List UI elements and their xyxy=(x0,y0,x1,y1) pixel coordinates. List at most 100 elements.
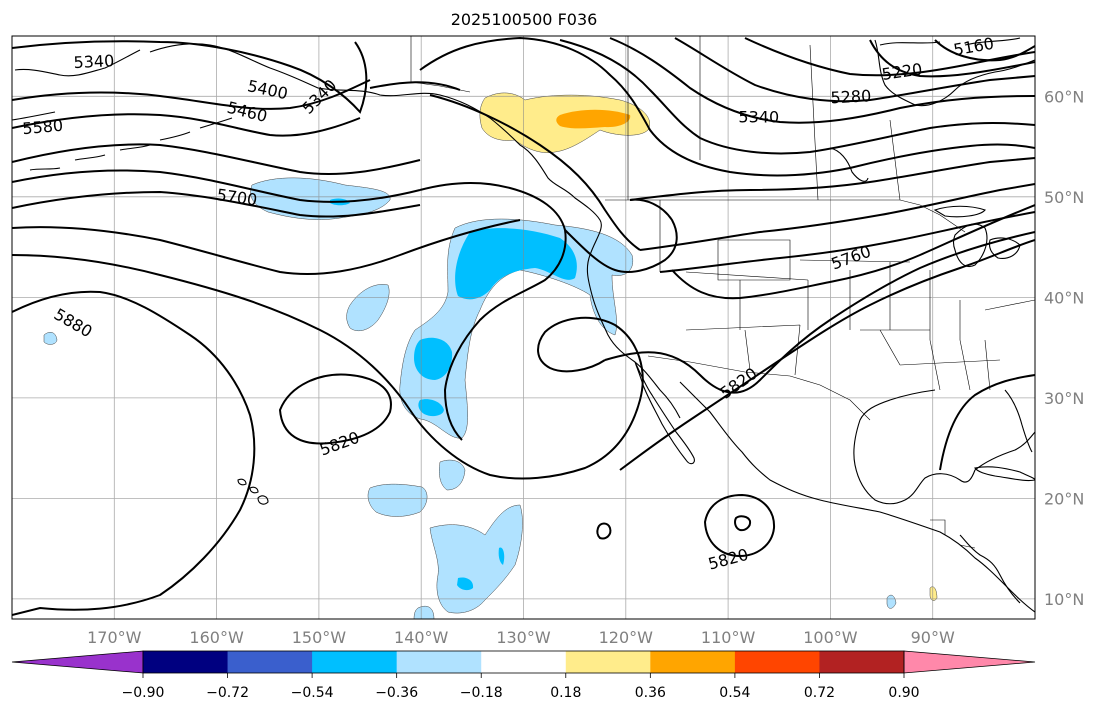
coastline-central-america xyxy=(959,534,1021,604)
colorbar-label: −0.18 xyxy=(460,685,503,701)
shade-negative-light xyxy=(413,605,435,619)
coastline-aleutians xyxy=(29,117,233,171)
colorbar-label: 0.18 xyxy=(550,685,581,701)
shade-positive-light xyxy=(929,586,938,601)
anomaly-shading xyxy=(43,92,938,619)
boundary-us-canada xyxy=(605,199,966,233)
shade-negative-light xyxy=(429,504,523,614)
contour-5820-trough xyxy=(12,254,644,480)
colorbar-label: −0.72 xyxy=(206,685,249,701)
coastline-mexico xyxy=(679,381,1035,613)
contour-5340-north xyxy=(12,40,368,114)
colorbar-segment xyxy=(650,651,736,673)
contour-label-text: 5280 xyxy=(830,86,872,107)
colorbar-label: 0.90 xyxy=(888,685,919,701)
shade-negative-light xyxy=(439,459,466,491)
contour-label-text: 5340 xyxy=(73,51,115,72)
colorbar-extend-high xyxy=(903,650,1036,674)
latitude-label: 20°N xyxy=(1044,489,1084,508)
coastline-florida xyxy=(1004,389,1033,453)
colorbar-label: 0.72 xyxy=(804,685,835,701)
boundary-us-states xyxy=(659,200,1035,391)
longitude-label: 110°W xyxy=(701,628,756,647)
contour-5760-east xyxy=(564,198,678,273)
map-title: 2025100500 F036 xyxy=(451,10,598,29)
longitude-label: 90°W xyxy=(911,628,955,647)
contour-5460 xyxy=(12,113,361,137)
contour-north-7 xyxy=(369,81,461,91)
contour-label: 5340 xyxy=(738,107,779,126)
shade-negative-light xyxy=(346,284,390,331)
contour-north-6 xyxy=(429,94,641,251)
contour-5820-east xyxy=(604,231,1035,394)
latitude-label: 50°N xyxy=(1044,188,1084,207)
longitude-labels: 170°W 160°W 150°W 140°W 130°W 120°W 110°W 100°W… xyxy=(87,628,955,647)
contour-5760-west xyxy=(12,219,521,275)
colorbar-segment xyxy=(396,651,482,673)
colorbar-segment xyxy=(481,651,567,673)
colorbar-extend-low xyxy=(11,650,144,674)
latitude-label: 30°N xyxy=(1044,389,1084,408)
contour-label: 5160 xyxy=(952,36,995,59)
shade-negative-light xyxy=(250,177,391,220)
contour-east-3 xyxy=(659,211,1035,273)
longitude-label: 170°W xyxy=(87,628,142,647)
longitude-label: 120°W xyxy=(599,628,654,647)
colorbar-segment xyxy=(143,651,229,673)
longitude-label: 140°W xyxy=(394,628,449,647)
colorbar-label: 0.54 xyxy=(719,685,750,701)
colorbar-segment xyxy=(819,651,905,673)
contour-north-4 xyxy=(674,37,1035,103)
colorbar-label: −0.90 xyxy=(122,685,165,701)
boundaries xyxy=(410,36,1035,549)
contour-label-text: 5580 xyxy=(22,116,64,138)
contour-5880-tropical xyxy=(703,493,776,558)
coastline-north-america-west xyxy=(149,43,681,419)
coastline-alaska-west xyxy=(12,49,141,121)
latitude-label: 60°N xyxy=(1044,87,1084,106)
height-contours xyxy=(12,36,1035,616)
coastline-hawaii xyxy=(237,478,269,505)
map-border xyxy=(11,35,1036,620)
contour-label: 5580 xyxy=(22,116,64,138)
longitude-label: 160°W xyxy=(189,628,244,647)
colorbar-labels: −0.90 −0.72 −0.54 −0.36 −0.18 0.18 0.36 0.54 0.7… xyxy=(122,673,920,701)
shade-negative-mid xyxy=(498,547,505,565)
coastline-baja xyxy=(634,361,695,465)
coastline-arctic-islands xyxy=(829,37,1021,182)
contour-5760-trough xyxy=(419,181,567,441)
coastline-cuba xyxy=(974,466,1035,482)
latitude-labels: 60°N 50°N 40°N 30°N 20°N 10°N xyxy=(1044,87,1084,609)
colorbar-label: −0.36 xyxy=(375,685,418,701)
contour-5580 xyxy=(12,143,421,176)
latitude-label: 40°N xyxy=(1044,288,1084,307)
colorbar-frame xyxy=(142,650,905,674)
longitude-label: 130°W xyxy=(496,628,551,647)
longitude-label: 100°W xyxy=(803,628,858,647)
contour-5820-tail xyxy=(619,239,1035,471)
shade-negative-light xyxy=(367,483,428,517)
contour-5880-small xyxy=(596,522,612,540)
boundary-central-america xyxy=(930,519,976,549)
shade-positive-mid xyxy=(556,109,631,129)
boundary-canada-provinces xyxy=(627,36,901,201)
contour-north-5 xyxy=(744,37,1035,77)
contour-5640 xyxy=(12,169,421,203)
shade-negative-mid xyxy=(418,399,444,417)
shade-negative-mid xyxy=(455,228,577,300)
colorbar-segment xyxy=(734,651,820,673)
contour-5220-north xyxy=(869,39,1035,78)
colorbar-label: −0.54 xyxy=(291,685,334,701)
contour-5880 xyxy=(12,290,256,616)
colorbar-segment xyxy=(312,651,398,673)
shade-negative-light xyxy=(886,594,897,609)
contour-5400 xyxy=(12,79,371,110)
coastline-gulf xyxy=(853,389,1035,505)
shade-negative-mid xyxy=(414,337,453,380)
colorbar-segment xyxy=(227,651,313,673)
contour-east-1 xyxy=(639,183,1035,251)
colorbar-segment xyxy=(565,651,651,673)
contour-north-3 xyxy=(609,37,1035,124)
